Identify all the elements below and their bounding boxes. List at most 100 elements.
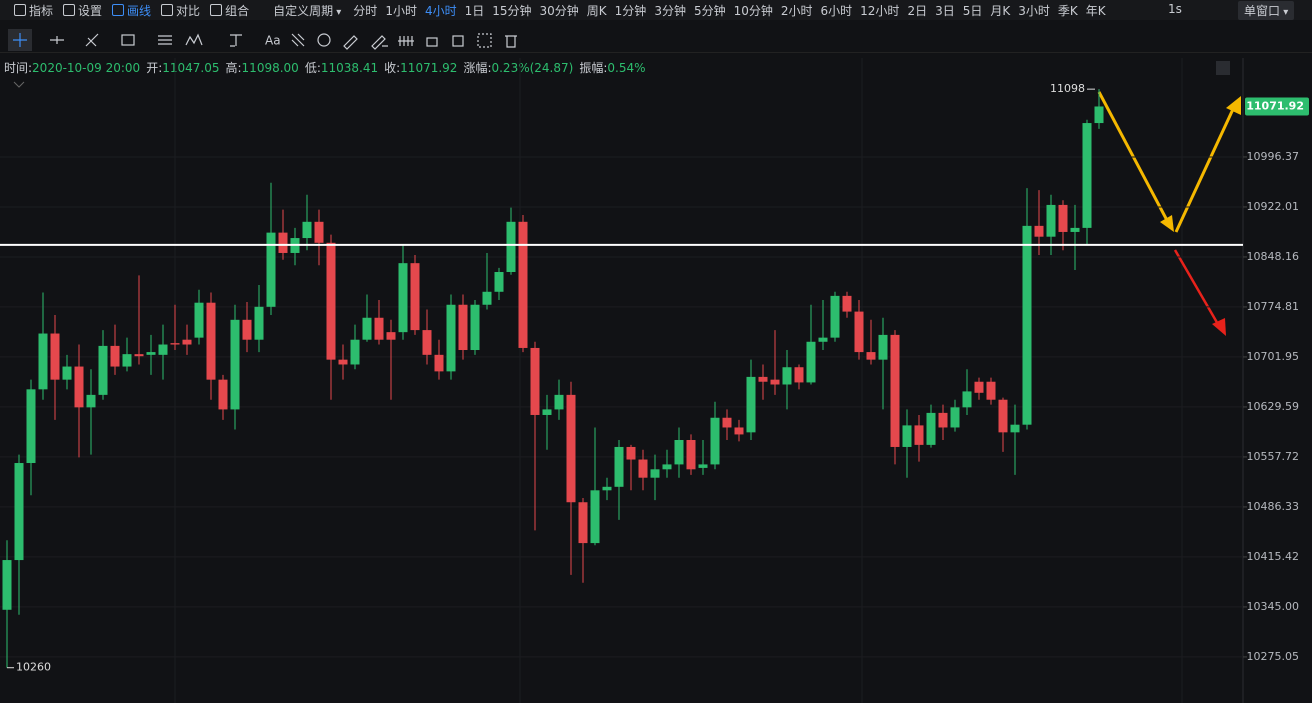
refresh-rate[interactable]: 1s xyxy=(1168,2,1182,16)
period-item[interactable]: 3小时 xyxy=(1018,3,1050,18)
candle-body xyxy=(350,339,360,365)
ruler-icon[interactable] xyxy=(398,36,414,46)
period-item[interactable]: 季K xyxy=(1057,3,1078,18)
menu-item[interactable]: 指标 xyxy=(14,2,53,19)
lock-icon[interactable] xyxy=(426,37,438,47)
candle-body xyxy=(842,295,852,312)
candle-body xyxy=(722,417,732,428)
select-icon[interactable] xyxy=(477,33,492,48)
period-item[interactable]: 12小时 xyxy=(860,3,900,18)
y-tick-label: 10848.16 xyxy=(1247,250,1300,263)
candle-body xyxy=(806,341,816,383)
period-item[interactable]: 3分钟 xyxy=(654,3,686,18)
period-item[interactable]: 年K xyxy=(1085,3,1106,18)
candle-body xyxy=(950,407,960,428)
candle-body xyxy=(626,446,636,460)
period-item[interactable]: 1小时 xyxy=(385,3,417,18)
candle-body xyxy=(614,446,624,487)
candle-body xyxy=(542,409,552,415)
period-item[interactable]: 15分钟 xyxy=(492,3,532,18)
pattern-icon[interactable] xyxy=(291,33,305,47)
copy-icon[interactable] xyxy=(452,35,464,47)
candle-body xyxy=(554,394,564,410)
pen-icon[interactable] xyxy=(343,35,358,50)
y-tick-label: 10345.00 xyxy=(1247,600,1300,613)
info-bar: 时间:2020-10-09 20:00 开:11047.05 高:11098.00 低… xyxy=(4,59,652,76)
candle-body xyxy=(530,347,540,415)
drawing-toolbar: Aa xyxy=(0,29,1312,53)
menu-item[interactable]: 设置 xyxy=(63,2,102,19)
period-item[interactable]: 2小时 xyxy=(780,3,813,18)
y-tick-label: 10486.33 xyxy=(1247,500,1300,513)
trend-icon[interactable] xyxy=(85,33,99,47)
candle-body xyxy=(866,352,876,360)
period-item[interactable]: 月K xyxy=(990,3,1011,18)
y-tick-label: 10557.72 xyxy=(1247,450,1300,463)
candle-body xyxy=(398,263,408,333)
candle-body xyxy=(1070,227,1080,232)
candle-body xyxy=(26,389,36,464)
menu-item[interactable]: 画线 xyxy=(112,2,151,19)
period-item[interactable]: 5日 xyxy=(962,3,983,18)
candle-body xyxy=(338,359,348,365)
candle-body xyxy=(854,311,864,353)
candle-body xyxy=(482,291,492,305)
candle-body xyxy=(434,354,444,372)
candle-body xyxy=(386,332,396,340)
wave-icon[interactable] xyxy=(185,33,203,46)
candle-body xyxy=(650,469,660,478)
period-item[interactable]: 10分钟 xyxy=(733,3,773,18)
measure-icon[interactable] xyxy=(230,34,242,47)
candle-body xyxy=(14,463,24,561)
period-item[interactable]: 1日 xyxy=(464,3,485,18)
candle-body xyxy=(362,317,372,340)
candle-body xyxy=(266,232,276,307)
period-item[interactable]: 3日 xyxy=(935,3,955,18)
rect-icon[interactable] xyxy=(121,34,135,46)
y-tick-label: 10996.37 xyxy=(1247,150,1300,163)
period-item[interactable]: 1分钟 xyxy=(614,3,647,18)
candle-body xyxy=(782,367,792,385)
candle-body xyxy=(662,464,672,470)
window-select[interactable]: 单窗口 xyxy=(1238,1,1295,20)
crosshair-icon xyxy=(13,33,27,47)
fib-icon[interactable] xyxy=(158,35,172,45)
menu: 指标 设置 画线 对比 组合 xyxy=(14,2,249,19)
candle-body xyxy=(1022,225,1032,425)
eraser-icon[interactable] xyxy=(371,35,388,50)
candle-body xyxy=(170,343,180,345)
delete-icon[interactable] xyxy=(505,35,517,48)
period-item[interactable]: 6小时 xyxy=(820,3,853,18)
chart: 10275.05 10345.00 10415.42 10486.33 10557.72… xyxy=(0,58,1309,703)
info-value: 11098.00 xyxy=(241,61,299,75)
info-label: 开: xyxy=(146,61,163,75)
drawn-arrows xyxy=(1097,91,1241,336)
period-item[interactable]: 4小时 xyxy=(424,3,457,18)
candle-body xyxy=(230,319,240,410)
period-item[interactable]: 周K xyxy=(586,3,607,18)
candle-body xyxy=(830,295,840,338)
info-label: 振幅: xyxy=(579,61,608,75)
menu-item[interactable]: 组合 xyxy=(210,2,249,19)
period-item[interactable]: 30分钟 xyxy=(539,3,579,18)
candle-body xyxy=(206,302,216,380)
custom-period[interactable]: 自定义周期 xyxy=(273,2,341,19)
fullscreen-button[interactable] xyxy=(1216,61,1230,75)
collapse-icon[interactable] xyxy=(13,81,25,88)
period-item[interactable]: 5分钟 xyxy=(693,3,726,18)
candle-body xyxy=(974,381,984,393)
period-item[interactable]: 2日 xyxy=(907,3,928,18)
candle-body xyxy=(1058,204,1068,232)
candle-body xyxy=(62,366,72,380)
candle-body xyxy=(446,304,456,372)
menu-item[interactable]: 对比 xyxy=(161,2,200,19)
text-tool[interactable]: Aa xyxy=(265,34,281,48)
candle-body xyxy=(986,381,996,400)
y-tick-label: 10922.01 xyxy=(1247,200,1300,213)
candle-body xyxy=(890,334,900,447)
period-item[interactable]: 分时 xyxy=(353,3,378,18)
hline-icon[interactable] xyxy=(50,36,64,44)
info-label: 涨幅: xyxy=(463,61,492,75)
brush-icon[interactable] xyxy=(317,33,331,47)
candle-body xyxy=(506,221,516,273)
